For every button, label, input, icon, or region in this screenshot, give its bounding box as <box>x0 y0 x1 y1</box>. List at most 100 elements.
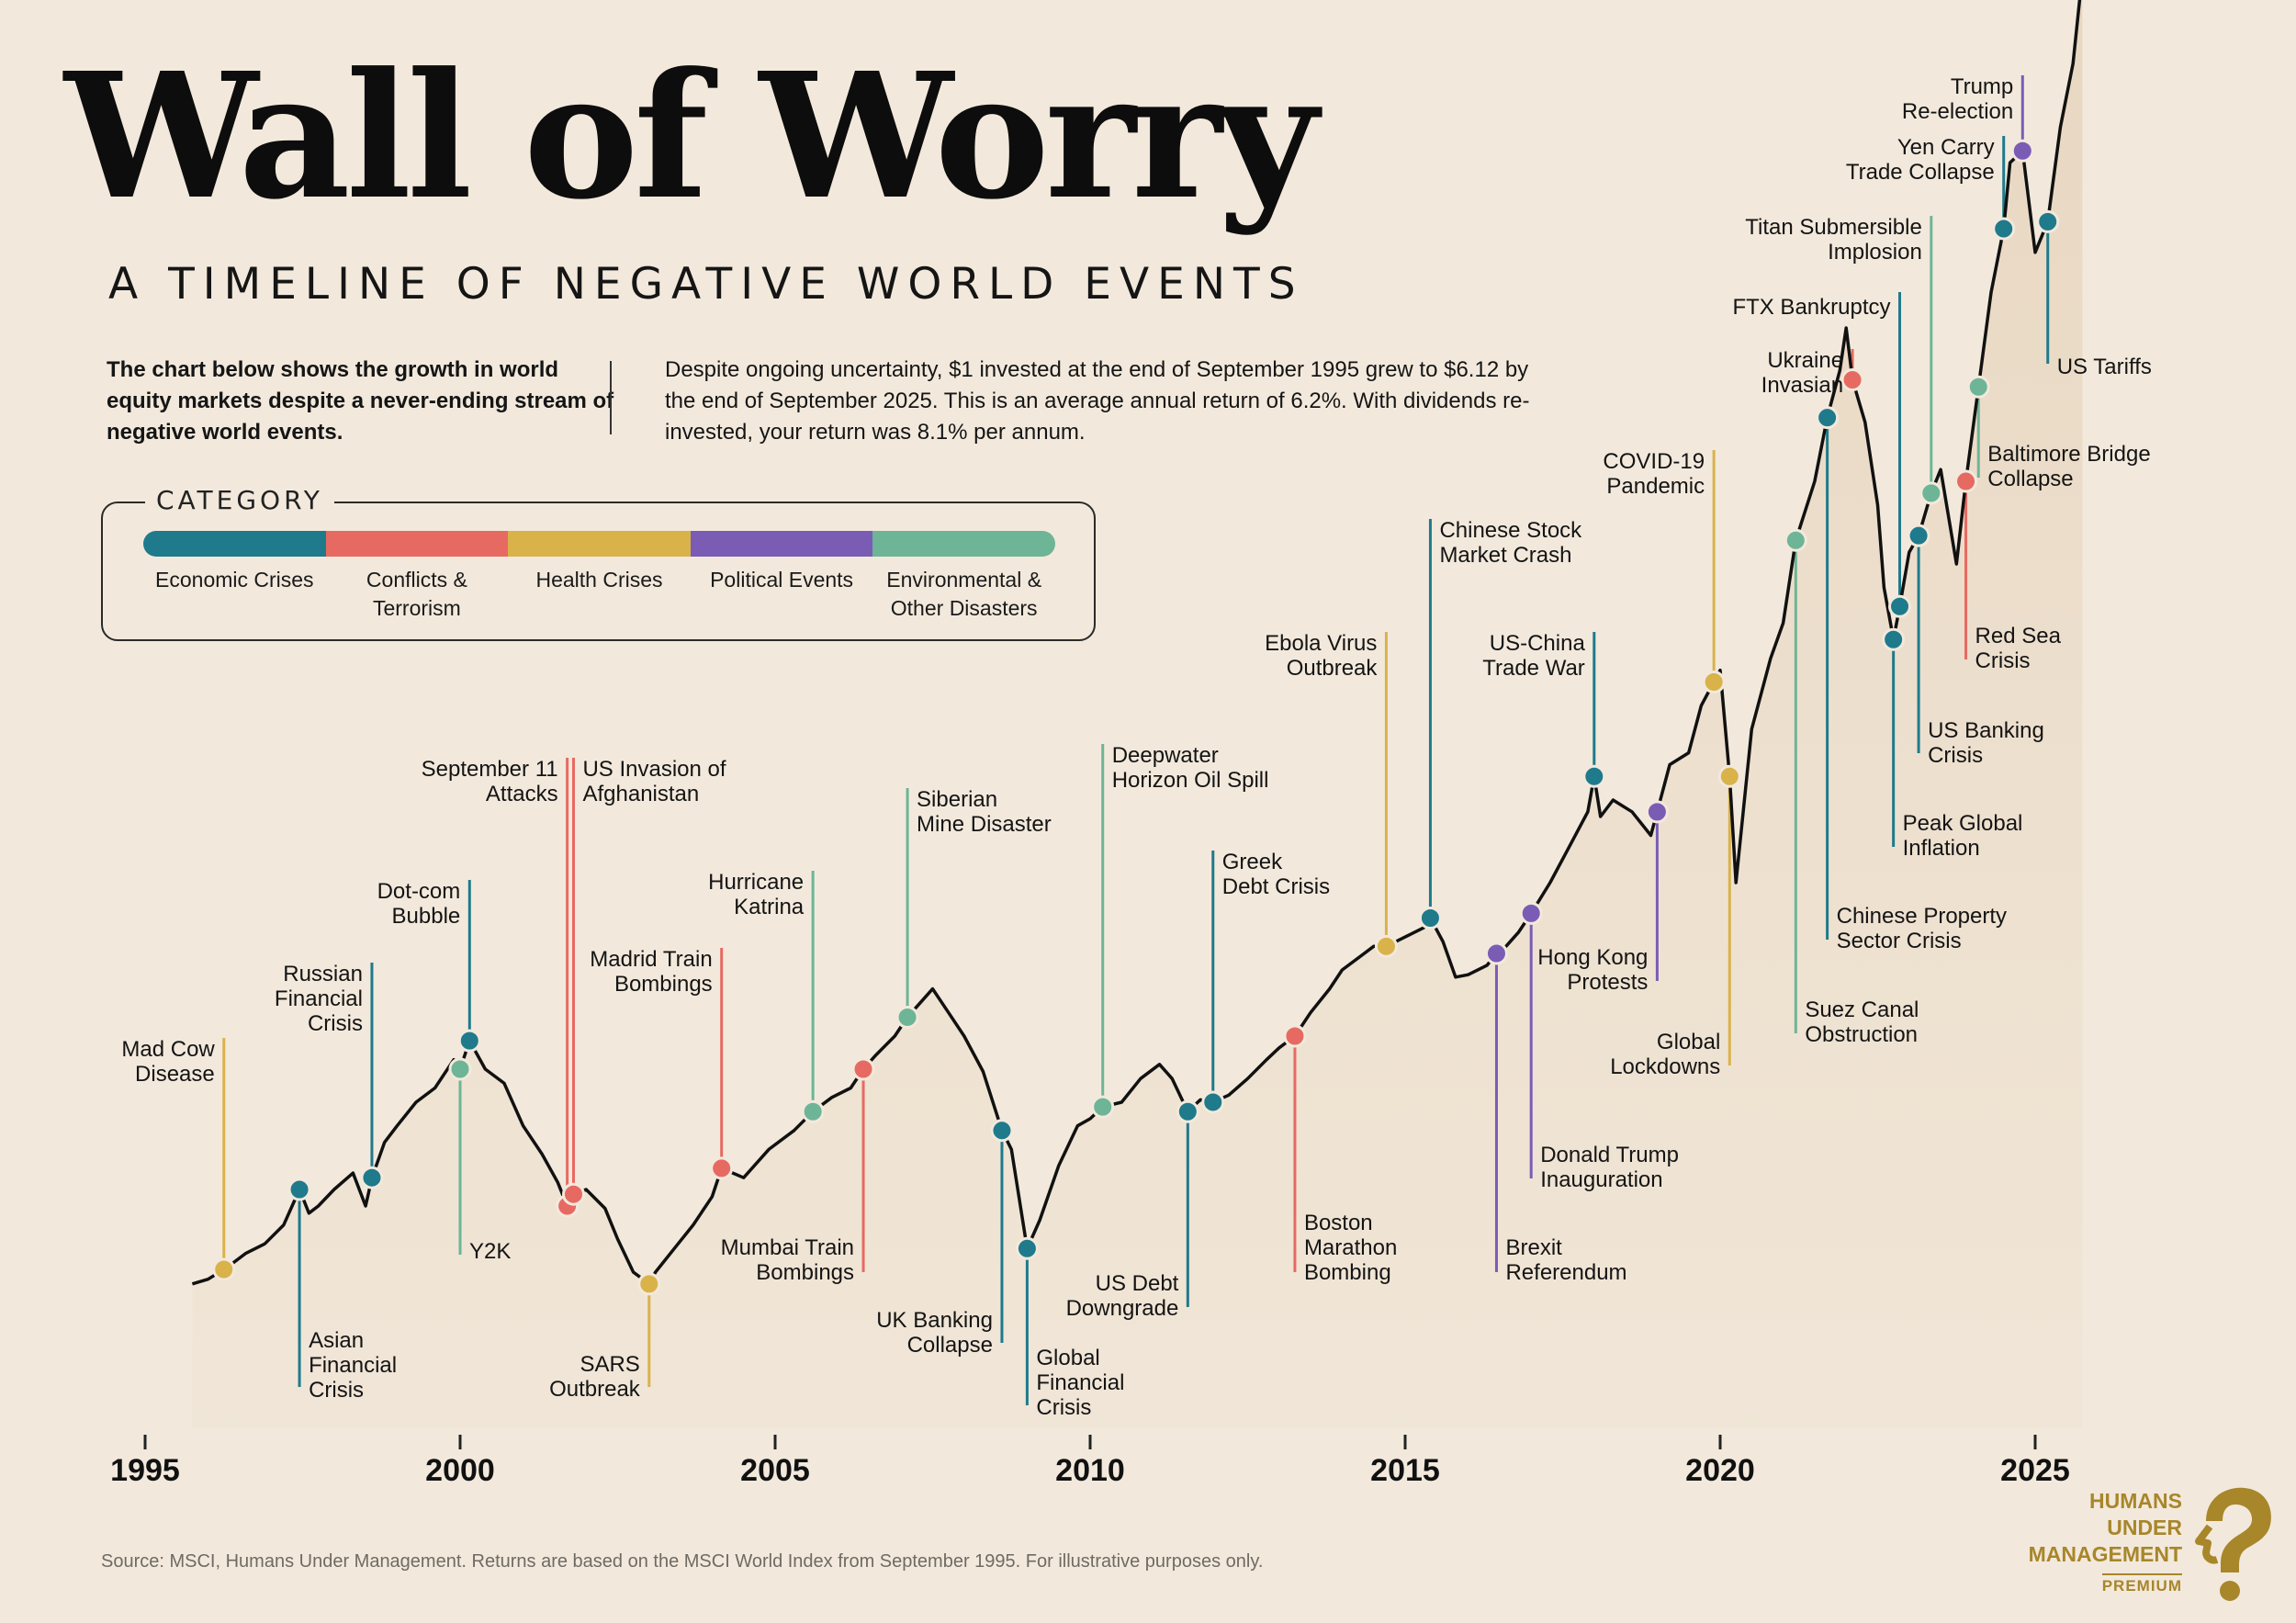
event-marker-global-financial-crisis[interactable] <box>1015 1236 1039 1260</box>
series-area <box>192 0 2083 1428</box>
logo-wordmark: HUMANS UNDER MANAGEMENT <box>2029 1488 2182 1568</box>
event-label-chinese-stock-market-crash: Chinese Stock Market Crash <box>1439 518 1582 568</box>
legend-label-health: Health Crises <box>535 568 663 592</box>
event-marker-ukraine-invasian[interactable] <box>1840 368 1864 392</box>
legend-label-political: Political Events <box>710 568 854 592</box>
x-tick-label-2025: 2025 <box>2000 1453 2070 1488</box>
legend-label-environmental: Environmental & Other Disasters <box>886 568 1042 620</box>
event-marker-mad-cow-disease[interactable] <box>212 1257 236 1281</box>
legend-color-bar <box>143 531 1055 557</box>
legend-swatch-economic <box>143 531 326 557</box>
event-label-us-china-trade-war: US-China Trade War <box>1482 631 1585 681</box>
event-label-suez-canal-obstruction: Suez Canal Obstruction <box>1805 997 1919 1047</box>
event-marker-titan-submersible-implosion[interactable] <box>1919 481 1943 505</box>
event-marker-global-lockdowns[interactable] <box>1717 764 1741 788</box>
logo-premium-tag: PREMIUM <box>2101 1573 2182 1595</box>
event-marker-boston-marathon-bombing[interactable] <box>1283 1024 1307 1048</box>
logo-line-2: UNDER <box>2107 1516 2182 1539</box>
event-marker-mumbai-train-bombings[interactable] <box>851 1057 875 1081</box>
event-label-global-lockdowns: Global Lockdowns <box>1610 1030 1720 1079</box>
event-label-y2k: Y2K <box>469 1239 511 1264</box>
intro-summary: The chart below shows the growth in worl… <box>107 357 614 445</box>
event-label-donald-trump-inauguration: Donald Trump Inauguration <box>1540 1143 1679 1192</box>
legend-label-conflicts: Conflicts & Terrorism <box>366 568 467 620</box>
page-title: Wall of Worry <box>64 35 1318 238</box>
x-tick-label-2015: 2015 <box>1370 1453 1440 1488</box>
event-marker-y2k[interactable] <box>448 1057 472 1081</box>
event-label-global-financial-crisis: Global Financial Crisis <box>1036 1346 1124 1420</box>
legend-swatch-health <box>508 531 691 557</box>
event-label-ukraine-invasian: Ukraine Invasian <box>1761 348 1843 398</box>
event-marker-russian-financial-crisis[interactable] <box>360 1166 384 1189</box>
event-marker-dot-com-bubble[interactable] <box>457 1029 481 1053</box>
event-marker-suez-canal-obstruction[interactable] <box>1784 528 1807 552</box>
event-label-trump-re-election: Trump Re-election <box>1902 74 2013 124</box>
legend-title: CATEGORY <box>145 485 334 515</box>
event-marker-ftx-bankruptcy[interactable] <box>1888 594 1912 618</box>
event-marker-sars-outbreak[interactable] <box>637 1272 661 1296</box>
event-marker-ebola-virus-outbreak[interactable] <box>1374 934 1398 958</box>
event-marker-us-banking-crisis[interactable] <box>1907 524 1930 547</box>
head-question-icon <box>2195 1487 2271 1601</box>
event-label-russian-financial-crisis: Russian Financial Crisis <box>275 962 363 1036</box>
brand-logo: HUMANS UNDER MANAGEMENT PREMIUM <box>2008 1484 2274 1604</box>
event-marker-chinese-stock-market-crash[interactable] <box>1418 907 1442 930</box>
logo-line-3: MANAGEMENT <box>2028 1542 2182 1566</box>
x-tick-label-2000: 2000 <box>425 1453 495 1488</box>
event-label-us-tariffs: US Tariffs <box>2057 355 2152 379</box>
event-label-titan-submersible-implosion: Titan Submersible Implosion <box>1745 215 1922 265</box>
event-marker-hong-kong-protests[interactable] <box>1645 800 1669 824</box>
x-tick-label-2005: 2005 <box>740 1453 810 1488</box>
event-marker-donald-trump-inauguration[interactable] <box>1519 901 1543 925</box>
event-marker-us-debt-downgrade[interactable] <box>1176 1099 1199 1123</box>
event-label-covid-19-pandemic: COVID-19 Pandemic <box>1603 449 1705 499</box>
event-marker-greek-debt-crisis[interactable] <box>1201 1090 1225 1114</box>
event-marker-us-china-trade-war[interactable] <box>1582 764 1606 788</box>
event-label-ftx-bankruptcy: FTX Bankruptcy <box>1732 295 1890 320</box>
event-marker-baltimore-bridge-collapse[interactable] <box>1966 375 1990 399</box>
event-marker-siberian-mine-disaster[interactable] <box>895 1005 919 1029</box>
legend-labels: Economic Crises Conflicts & Terrorism He… <box>143 566 1055 623</box>
legend-label-economic: Economic Crises <box>155 568 314 592</box>
x-tick-label-2010: 2010 <box>1055 1453 1125 1488</box>
event-marker-red-sea-crisis[interactable] <box>1954 469 1978 493</box>
event-label-siberian-mine-disaster: Siberian Mine Disaster <box>917 787 1052 837</box>
event-label-greek-debt-crisis: Greek Debt Crisis <box>1222 850 1330 899</box>
event-marker-madrid-train-bombings[interactable] <box>710 1156 734 1180</box>
event-marker-asian-financial-crisis[interactable] <box>287 1178 311 1201</box>
intro-divider <box>610 361 612 434</box>
series-line <box>191 0 2082 1286</box>
event-label-september-11-attacks: September 11 Attacks <box>422 757 558 806</box>
category-legend: CATEGORY Economic Crises Conflicts & Ter… <box>101 485 1096 641</box>
event-label-red-sea-crisis: Red Sea Crisis <box>1975 624 2062 673</box>
event-marker-brexit-referendum[interactable] <box>1484 941 1508 965</box>
event-label-hurricane-katrina: Hurricane Katrina <box>708 870 805 919</box>
event-label-sars-outbreak: SARS Outbreak <box>549 1352 641 1402</box>
event-marker-hurricane-katrina[interactable] <box>801 1099 825 1123</box>
event-label-boston-marathon-bombing: Boston Marathon Bombing <box>1304 1211 1397 1285</box>
legend-swatch-conflicts <box>325 531 509 557</box>
event-label-deepwater-horizon-oil-spill: Deepwater Horizon Oil Spill <box>1112 743 1269 793</box>
event-marker-uk-banking-collapse[interactable] <box>990 1119 1014 1143</box>
event-marker-covid-19-pandemic[interactable] <box>1702 671 1726 693</box>
source-note: Source: MSCI, Humans Under Management. R… <box>101 1551 1264 1572</box>
event-label-madrid-train-bombings: Madrid Train Bombings <box>590 947 712 997</box>
legend-swatch-environmental <box>872 531 1055 557</box>
event-marker-chinese-property-sector-crisis[interactable] <box>1816 406 1840 430</box>
event-marker-us-invasion-of-afghanistan[interactable] <box>561 1182 585 1206</box>
intro-detail: Despite ongoing uncertainty, $1 invested… <box>665 357 1530 445</box>
event-marker-trump-re-election[interactable] <box>2010 139 2034 163</box>
event-label-dot-com-bubble: Dot-com Bubble <box>377 879 461 929</box>
event-marker-deepwater-horizon-oil-spill[interactable] <box>1091 1095 1115 1119</box>
event-label-us-banking-crisis: US Banking Crisis <box>1928 718 2044 768</box>
x-tick-label-1995: 1995 <box>110 1453 180 1488</box>
event-label-chinese-property-sector-crisis: Chinese Property Sector Crisis <box>1837 904 2007 953</box>
event-marker-yen-carry-trade-collapse[interactable] <box>1992 217 2016 241</box>
event-marker-us-tariffs[interactable] <box>2036 209 2060 233</box>
event-label-us-debt-downgrade: US Debt Downgrade <box>1066 1271 1179 1321</box>
event-label-peak-global-inflation: Peak Global Inflation <box>1903 811 2023 861</box>
event-label-hong-kong-protests: Hong Kong Protests <box>1537 945 1648 995</box>
event-label-brexit-referendum: Brexit Referendum <box>1505 1235 1626 1285</box>
event-marker-peak-global-inflation[interactable] <box>1882 627 1906 651</box>
